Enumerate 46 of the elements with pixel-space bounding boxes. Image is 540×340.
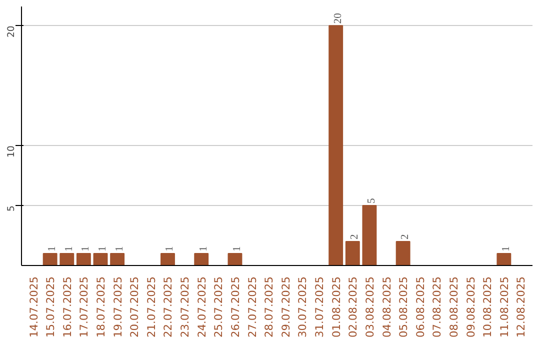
x-tick-label: 01.08.2025 [330,276,343,338]
x-tick-label: 03.08.2025 [363,276,376,338]
x-tick-label: 06.08.2025 [414,276,427,338]
x-tick-label: 05.08.2025 [397,276,410,338]
data-label: 1 [164,246,176,252]
x-tick-label: 16.07.2025 [60,276,74,338]
x-tick-label: 30.07.2025 [296,276,310,338]
x-tick-label: 26.07.2025 [228,276,242,338]
x-tick-label: 11.08.2025 [498,276,511,338]
x-tick-label: 21.07.2025 [144,276,158,338]
x-tick-label: 19.07.2025 [111,276,124,338]
x-tick-label: 04.08.2025 [380,276,394,338]
data-label: 1 [98,246,109,252]
y-tick-label: 5 [6,205,17,212]
x-tick-label: 17.07.2025 [78,276,91,338]
x-tick-label: 31.07.2025 [313,276,326,338]
x-tick-label: 02.08.2025 [346,276,360,338]
x-tick-label: 25.07.2025 [212,276,226,338]
x-tick-label: 07.08.2025 [430,276,444,338]
x-tick-label: 24.07.2025 [195,276,208,338]
x-tick-label: 28.07.2025 [262,276,276,338]
x-tick-label: 14.07.2025 [27,276,40,338]
x-tick-label: 15.07.2025 [44,276,58,338]
x-tick-label: 10.08.2025 [481,276,494,338]
data-label: 1 [232,246,243,252]
x-tick-label: 22.07.2025 [162,276,175,338]
x-tick-label: 12.08.2025 [514,276,528,338]
x-tick-label: 09.08.2025 [464,276,478,338]
x-tick-label: 20.07.2025 [128,276,142,338]
x-tick-label: 18.07.2025 [94,276,108,338]
data-label: 2 [350,234,361,240]
data-label: 1 [114,246,126,252]
data-label: 1 [500,246,512,252]
data-label: 1 [198,246,210,252]
data-label: 1 [64,246,75,252]
x-tick-label: 23.07.2025 [178,276,192,338]
x-tick-label: 29.07.2025 [279,276,292,338]
data-label: 5 [366,198,378,204]
data-label: 1 [80,246,92,252]
data-label: 2 [400,234,412,240]
y-tick-label: 10 [6,146,17,158]
data-label: 1 [47,246,58,252]
x-tick-label: 08.08.2025 [447,276,460,338]
data-label: 20 [332,13,344,24]
x-tick-label: 27.07.2025 [246,276,259,338]
y-tick-label: 20 [6,26,17,38]
